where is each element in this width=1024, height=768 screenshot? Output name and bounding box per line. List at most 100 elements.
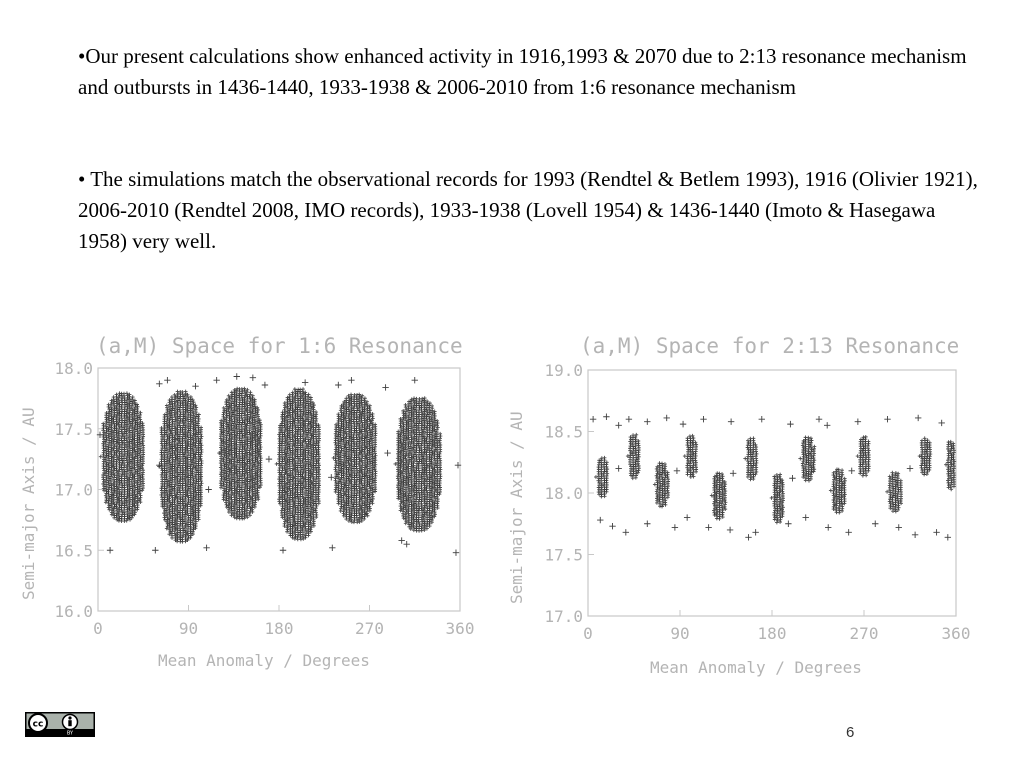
scatter-point (109, 427, 113, 432)
scatter-point (109, 474, 113, 479)
scatter-point (130, 444, 135, 449)
scatter-point (119, 429, 124, 434)
scatter-point (125, 411, 130, 416)
scatter-point (167, 447, 172, 452)
scatter-point (167, 512, 172, 516)
scatter-point (116, 395, 121, 400)
scatter-point (132, 425, 137, 430)
scatter-point (135, 418, 140, 423)
scatter-point (172, 464, 177, 469)
scatter-point (316, 441, 321, 445)
scatter-point (316, 470, 321, 474)
scatter-point (115, 491, 120, 495)
scatter-point (191, 529, 195, 534)
scatter-point (167, 527, 172, 532)
scatter-point (333, 451, 338, 456)
scatter-point (135, 409, 140, 414)
scatter-point (104, 462, 109, 467)
scatter-point (188, 408, 193, 413)
scatter-point (199, 425, 203, 430)
scatter-point (363, 396, 367, 401)
scatter-point (193, 474, 198, 479)
scatter-point (130, 413, 134, 417)
scatter-point (198, 476, 203, 481)
scatter-point (185, 392, 190, 397)
scatter-point (138, 421, 142, 426)
scatter-point (130, 453, 134, 458)
scatter-point (104, 435, 109, 440)
scatter-point (167, 532, 172, 537)
scatter-point (109, 447, 114, 452)
scatter-point (135, 411, 139, 416)
scatter-point (183, 398, 188, 403)
scatter-point (168, 413, 173, 418)
scatter-point (183, 523, 188, 528)
scatter-point (124, 474, 129, 478)
scatter-point (133, 427, 137, 432)
scatter-point (172, 435, 177, 440)
scatter-point (135, 496, 140, 501)
scatter-point (199, 474, 204, 479)
scatter-point (135, 427, 139, 431)
scatter-point (164, 506, 169, 511)
scatter-point (138, 475, 143, 480)
scatter-point (102, 484, 106, 489)
scatter-point (196, 448, 201, 453)
scatter-point (183, 429, 188, 434)
scatter-point (164, 519, 169, 524)
x-tick-label: 270 (355, 619, 384, 638)
scatter-point (183, 530, 188, 535)
scatter-point (135, 469, 140, 474)
scatter-point (316, 452, 321, 456)
scatter-point (115, 441, 119, 446)
scatter-point (137, 497, 142, 502)
scatter-point (130, 457, 134, 462)
scatter-point (313, 463, 318, 468)
scatter-point (159, 448, 164, 453)
scatter-point (172, 413, 177, 417)
scatter-point (140, 436, 145, 441)
scatter-point (109, 472, 114, 477)
scatter-point (170, 395, 174, 399)
scatter-point (199, 443, 204, 448)
scatter-point (135, 451, 140, 456)
scatter-point (183, 470, 188, 474)
scatter-point (242, 411, 247, 416)
resonance-1-6-chart: (a,M) Space for 1:6 Resonance 0 90 180 270 3… (19, 334, 474, 670)
scatter-point (135, 456, 140, 461)
scatter-point (196, 484, 201, 488)
scatter-point (173, 404, 178, 408)
scatter-point (114, 392, 119, 397)
scatter-point (248, 390, 253, 395)
paragraph-simulations: • The simulations match the observationa… (78, 167, 978, 253)
scatter-point (188, 535, 193, 540)
scatter-point (317, 463, 321, 468)
scatter-point (183, 456, 188, 461)
scatter-point (109, 432, 113, 437)
scatter-point (196, 510, 201, 515)
scatter-point (196, 417, 201, 421)
scatter-point (316, 485, 321, 490)
scatter-point (132, 407, 137, 412)
scatter-point (102, 437, 106, 442)
scatter-point (183, 474, 188, 479)
scatter-point (125, 440, 130, 445)
scatter-point (194, 405, 199, 410)
scatter-point (314, 410, 318, 414)
scatter-point (370, 494, 375, 499)
scatter-point (183, 476, 187, 481)
scatter-point (132, 508, 137, 512)
scatter-point (138, 493, 143, 498)
scatter-point (128, 517, 132, 522)
scatter-point (141, 477, 145, 481)
scatter-point (188, 529, 193, 534)
x-tick-label: 0 (93, 619, 103, 638)
scatter-point (313, 483, 318, 488)
scatter-point (306, 392, 311, 397)
scatter-point (177, 421, 182, 426)
scatter-point (172, 520, 177, 525)
scatter-point (199, 459, 204, 463)
scatter-point (168, 492, 173, 496)
scatter-point (354, 395, 359, 399)
scatter-point (182, 452, 187, 457)
